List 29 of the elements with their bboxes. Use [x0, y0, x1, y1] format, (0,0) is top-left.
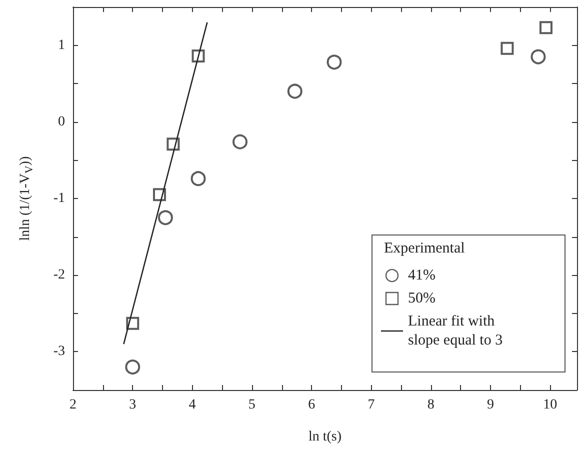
x-tick-label: 5 [248, 398, 256, 412]
point [539, 21, 552, 34]
x-tick-label: 9 [487, 398, 494, 412]
x-tick-label: 10 [543, 398, 558, 412]
point [287, 84, 302, 99]
y-tick-label: 1 [58, 38, 65, 53]
point [125, 360, 140, 375]
legend-label: Linear fit with slope equal to 3 [408, 314, 503, 348]
y-tick-label: -1 [53, 191, 65, 206]
point [530, 49, 546, 64]
point [232, 134, 248, 150]
y-tick-label: 0 [58, 114, 65, 130]
legend-label: 41% [408, 268, 436, 284]
x-tick-label: 8 [427, 398, 434, 412]
point [158, 210, 173, 226]
legend-title: Experimental [384, 240, 465, 256]
point [190, 171, 206, 186]
y-tick-label: -3 [53, 344, 65, 360]
x-tick-label: 4 [188, 398, 196, 412]
y-tick-label: -2 [53, 268, 65, 283]
x-tick-label: 3 [129, 398, 136, 412]
x-tick-label: 7 [368, 398, 375, 412]
x-axis-title: ln t(s) [308, 430, 342, 444]
point [326, 54, 342, 70]
legend-label: 50% [408, 290, 436, 306]
x-tick-label: 6 [308, 398, 316, 412]
point [500, 42, 514, 55]
y-axis-title: lnln (1/(1-VV)) [18, 156, 36, 241]
x-tick-label: 2 [70, 398, 76, 412]
